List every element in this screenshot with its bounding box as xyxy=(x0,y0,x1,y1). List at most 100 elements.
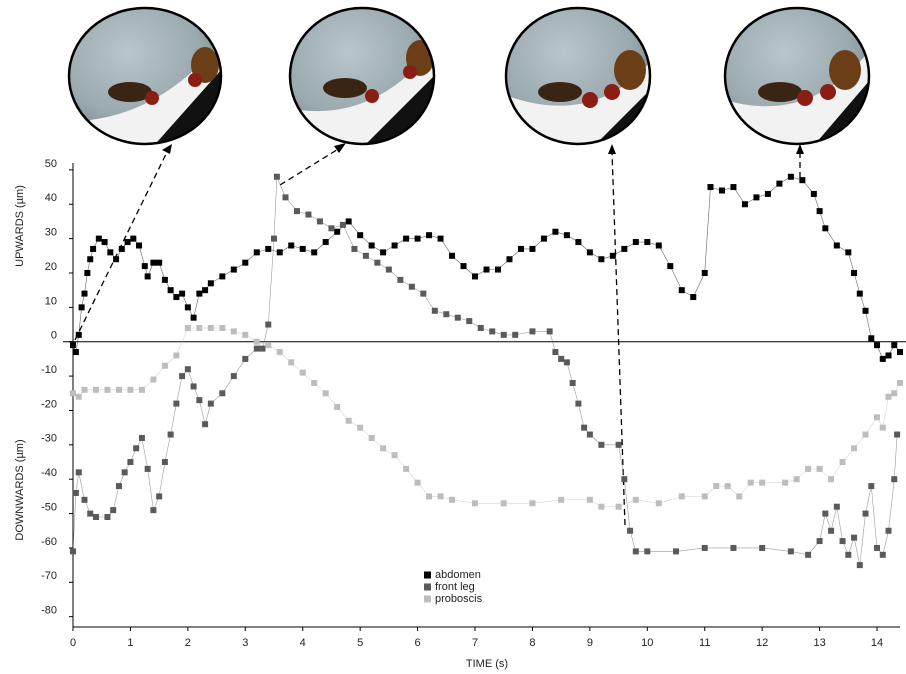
data-point xyxy=(552,229,558,235)
data-point xyxy=(127,459,133,465)
data-point xyxy=(759,545,765,551)
data-point xyxy=(392,452,398,458)
data-point xyxy=(122,469,128,475)
data-point xyxy=(621,476,627,482)
data-point xyxy=(880,425,886,431)
data-point xyxy=(73,349,79,355)
data-point xyxy=(79,304,85,310)
data-point xyxy=(127,387,133,393)
y-tick-label: 40 xyxy=(45,192,57,204)
series xyxy=(70,325,903,510)
y-tick-label: -20 xyxy=(41,398,57,410)
data-point xyxy=(742,201,748,207)
data-point xyxy=(765,191,771,197)
y-label-down: DOWNWARDS (µm) xyxy=(14,439,26,540)
data-point xyxy=(397,277,403,283)
y-tick-label: 20 xyxy=(45,261,57,273)
data-point xyxy=(805,552,811,558)
data-point xyxy=(788,548,794,554)
data-point xyxy=(748,480,754,486)
data-point xyxy=(386,267,392,273)
photo-1 xyxy=(60,0,230,150)
data-point xyxy=(891,342,897,348)
data-point xyxy=(449,497,455,503)
x-tick-label: 1 xyxy=(127,637,133,649)
data-point xyxy=(713,483,719,489)
data-point xyxy=(142,263,148,269)
data-point xyxy=(868,483,874,489)
data-point xyxy=(529,328,535,334)
data-point xyxy=(415,480,421,486)
data-point xyxy=(185,304,191,310)
data-point xyxy=(719,187,725,193)
photo-2 xyxy=(285,0,445,150)
x-tick-label: 12 xyxy=(756,637,768,649)
data-point xyxy=(782,480,788,486)
data-point xyxy=(116,387,122,393)
data-point xyxy=(87,256,93,262)
data-point xyxy=(81,497,87,503)
series-line xyxy=(73,177,897,565)
y-label-up: UPWARDS (µm) xyxy=(14,185,26,267)
data-point xyxy=(208,325,214,331)
data-point xyxy=(897,349,903,355)
data-point xyxy=(581,425,587,431)
data-point xyxy=(196,291,202,297)
data-point xyxy=(374,260,380,266)
data-point xyxy=(403,466,409,472)
data-point xyxy=(799,177,805,183)
data-point xyxy=(461,263,467,269)
data-point xyxy=(438,236,444,242)
legend-label: proboscis xyxy=(435,593,483,605)
data-point xyxy=(690,294,696,300)
data-point xyxy=(260,346,266,352)
data-point xyxy=(76,394,82,400)
data-point xyxy=(863,308,869,314)
data-point xyxy=(702,270,708,276)
photos xyxy=(60,0,880,150)
x-tick-label: 4 xyxy=(300,637,306,649)
data-point xyxy=(208,280,214,286)
data-point xyxy=(162,363,168,369)
data-point xyxy=(81,291,87,297)
data-point xyxy=(788,174,794,180)
data-point xyxy=(575,239,581,245)
legend-label: front leg xyxy=(435,581,475,593)
data-point xyxy=(369,242,375,248)
data-point xyxy=(484,267,490,273)
data-point xyxy=(558,497,564,503)
data-point xyxy=(845,249,851,255)
data-point xyxy=(110,507,116,513)
data-point xyxy=(81,387,87,393)
data-point xyxy=(70,342,76,348)
data-point xyxy=(570,380,576,386)
data-point xyxy=(274,174,280,180)
data-point xyxy=(472,500,478,506)
data-point xyxy=(702,545,708,551)
data-point xyxy=(587,249,593,255)
data-point xyxy=(817,538,823,544)
data-point xyxy=(145,273,151,279)
x-tick-label: 11 xyxy=(699,637,710,649)
data-point xyxy=(455,315,461,321)
data-point xyxy=(173,352,179,358)
data-point xyxy=(725,483,731,489)
data-point xyxy=(834,504,840,510)
data-point xyxy=(564,232,570,238)
data-point xyxy=(874,545,880,551)
data-point xyxy=(173,401,179,407)
data-point xyxy=(271,236,277,242)
data-point xyxy=(449,253,455,259)
data-point xyxy=(495,267,501,273)
data-point xyxy=(179,373,185,379)
data-point xyxy=(113,256,119,262)
data-point xyxy=(868,335,874,341)
data-point xyxy=(346,218,352,224)
data-point xyxy=(863,432,869,438)
data-point xyxy=(139,387,145,393)
data-point xyxy=(254,339,260,345)
x-tick-label: 2 xyxy=(185,637,191,649)
data-point xyxy=(96,236,102,242)
series xyxy=(70,174,900,568)
data-point xyxy=(351,246,357,252)
